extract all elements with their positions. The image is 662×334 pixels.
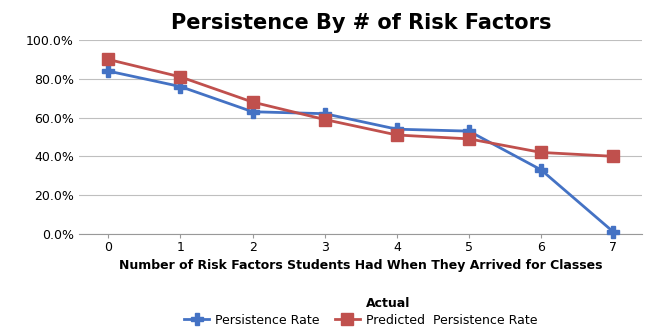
Legend: Persistence Rate, Predicted  Persistence Rate: Persistence Rate, Predicted Persistence … [184, 314, 538, 327]
Text: Actual: Actual [366, 297, 410, 310]
Title: Persistence By # of Risk Factors: Persistence By # of Risk Factors [171, 13, 551, 33]
X-axis label: Number of Risk Factors Students Had When They Arrived for Classes: Number of Risk Factors Students Had When… [119, 259, 602, 272]
